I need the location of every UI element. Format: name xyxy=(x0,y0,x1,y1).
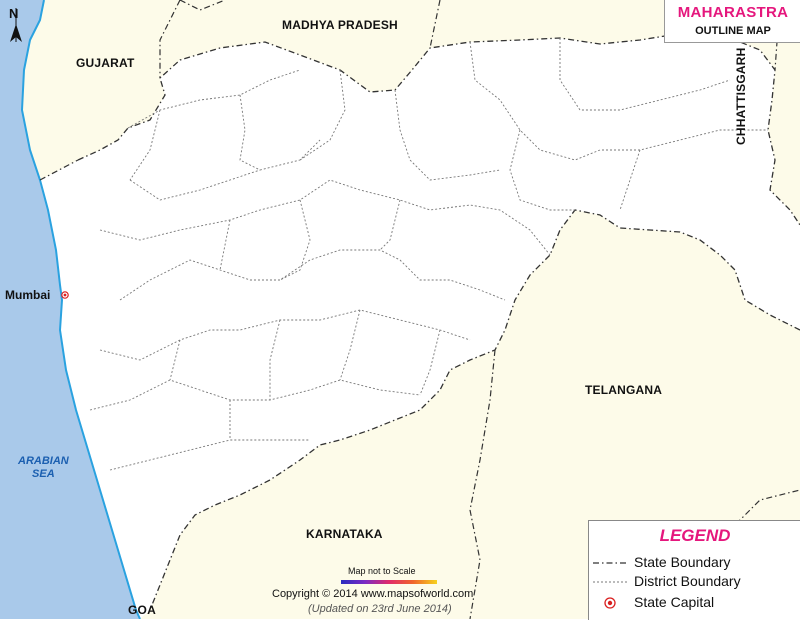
state-capital-symbol-icon xyxy=(604,597,616,609)
legend-label: District Boundary xyxy=(634,573,741,589)
district-boundaries xyxy=(89,38,768,471)
maharashtra-state xyxy=(40,32,800,619)
label-telangana: TELANGANA xyxy=(585,383,663,397)
label-karnataka: KARNATAKA xyxy=(306,527,383,541)
state-boundary xyxy=(77,31,800,611)
scale-color-bar xyxy=(341,580,437,584)
sea-label-line2: SEA xyxy=(32,468,55,480)
label-arabian-sea: ARABIAN SEA xyxy=(18,455,69,481)
neighbor-boundary xyxy=(39,0,800,619)
label-chhattisgarh: CHHATTISGARH xyxy=(734,47,748,145)
updated-text: (Updated on 23rd June 2014) xyxy=(308,603,452,615)
label-madhya-pradesh: MADHYA PRADESH xyxy=(282,18,398,32)
legend-item-district-boundary: District Boundary xyxy=(589,573,800,593)
map-title: MAHARASTRA xyxy=(677,4,789,21)
north-arrow-icon xyxy=(6,4,26,44)
label-goa: GOA xyxy=(128,603,156,617)
north-letter: N xyxy=(9,6,19,21)
map-subtitle: OUTLINE MAP xyxy=(695,25,771,37)
label-mumbai: Mumbai xyxy=(5,288,51,302)
district-boundary-symbol-icon xyxy=(593,581,629,583)
legend-title: LEGEND xyxy=(659,526,731,545)
state-boundary-symbol-icon xyxy=(593,562,629,564)
map-title-box: MAHARASTRA OUTLINE MAP xyxy=(664,0,800,43)
mumbai-capital-dot xyxy=(63,293,67,297)
arabian-sea xyxy=(0,0,140,619)
coastline xyxy=(20,0,141,619)
legend-item-state-capital: State Capital xyxy=(589,594,800,614)
legend-label: State Boundary xyxy=(634,554,731,570)
sea-label-line1: ARABIAN xyxy=(18,455,69,467)
legend-label: State Capital xyxy=(634,594,715,610)
legend-box: LEGEND State Boundary District Boundary … xyxy=(588,520,800,620)
label-gujarat: GUJARAT xyxy=(76,56,135,70)
scale-note: Map not to Scale xyxy=(348,566,416,576)
legend-item-state-boundary: State Boundary xyxy=(589,554,800,574)
copyright-text: Copyright © 2014 www.mapsofworld.com xyxy=(272,588,474,600)
